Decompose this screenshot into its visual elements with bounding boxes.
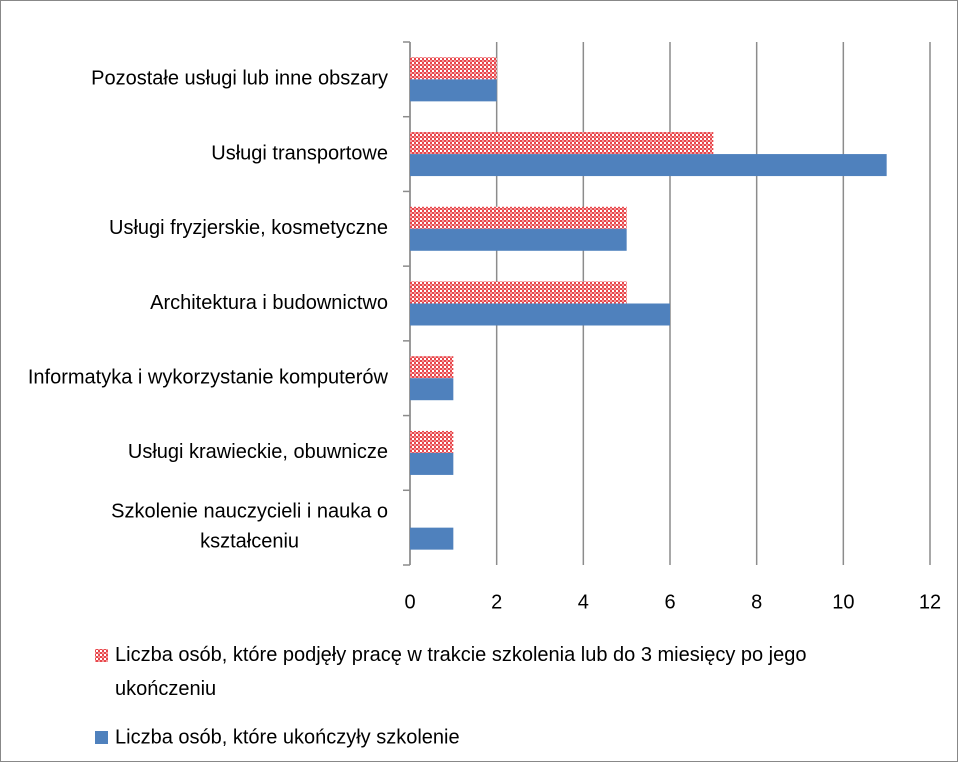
bar: [410, 281, 627, 304]
x-tick-label: 0: [404, 591, 415, 613]
y-tick-label: Architektura i budownictwo: [150, 292, 388, 314]
legend-label: Liczba osób, które ukończyły szkolenie: [115, 726, 460, 748]
x-tick-label: 12: [919, 591, 941, 613]
x-tick-label: 4: [578, 591, 589, 613]
y-tick-label: Usługi transportowe: [211, 142, 388, 164]
bar: [410, 132, 714, 155]
y-tick-label: Usługi krawieckie, obuwnicze: [128, 441, 388, 463]
bar: [410, 527, 454, 550]
bar: [410, 378, 454, 401]
bar: [410, 228, 627, 251]
bar: [410, 154, 887, 177]
y-tick-label: Informatyka i wykorzystanie komputerów: [28, 366, 389, 388]
x-tick-label: 2: [491, 591, 502, 613]
x-tick-label: 6: [664, 591, 675, 613]
bar: [410, 206, 627, 229]
bar: [410, 79, 497, 102]
y-tick-label: Pozostałe usługi lub inne obszary: [91, 68, 388, 90]
y-tick-label: Usługi fryzjerskie, kosmetyczne: [109, 217, 388, 239]
bar: [410, 356, 454, 379]
legend-swatch: [95, 731, 108, 744]
y-tick-label: Szkolenie nauczycieli i nauka o kształcen…: [111, 501, 388, 553]
bar: [410, 57, 497, 80]
bar: [410, 303, 670, 326]
x-tick-label: 10: [832, 591, 854, 613]
legend-label: Liczba osób, które podjęły pracę w trakc…: [115, 644, 806, 700]
bar: [410, 430, 454, 453]
bar: [410, 452, 454, 475]
legend-swatch: [95, 649, 108, 662]
x-tick-label: 8: [751, 591, 762, 613]
